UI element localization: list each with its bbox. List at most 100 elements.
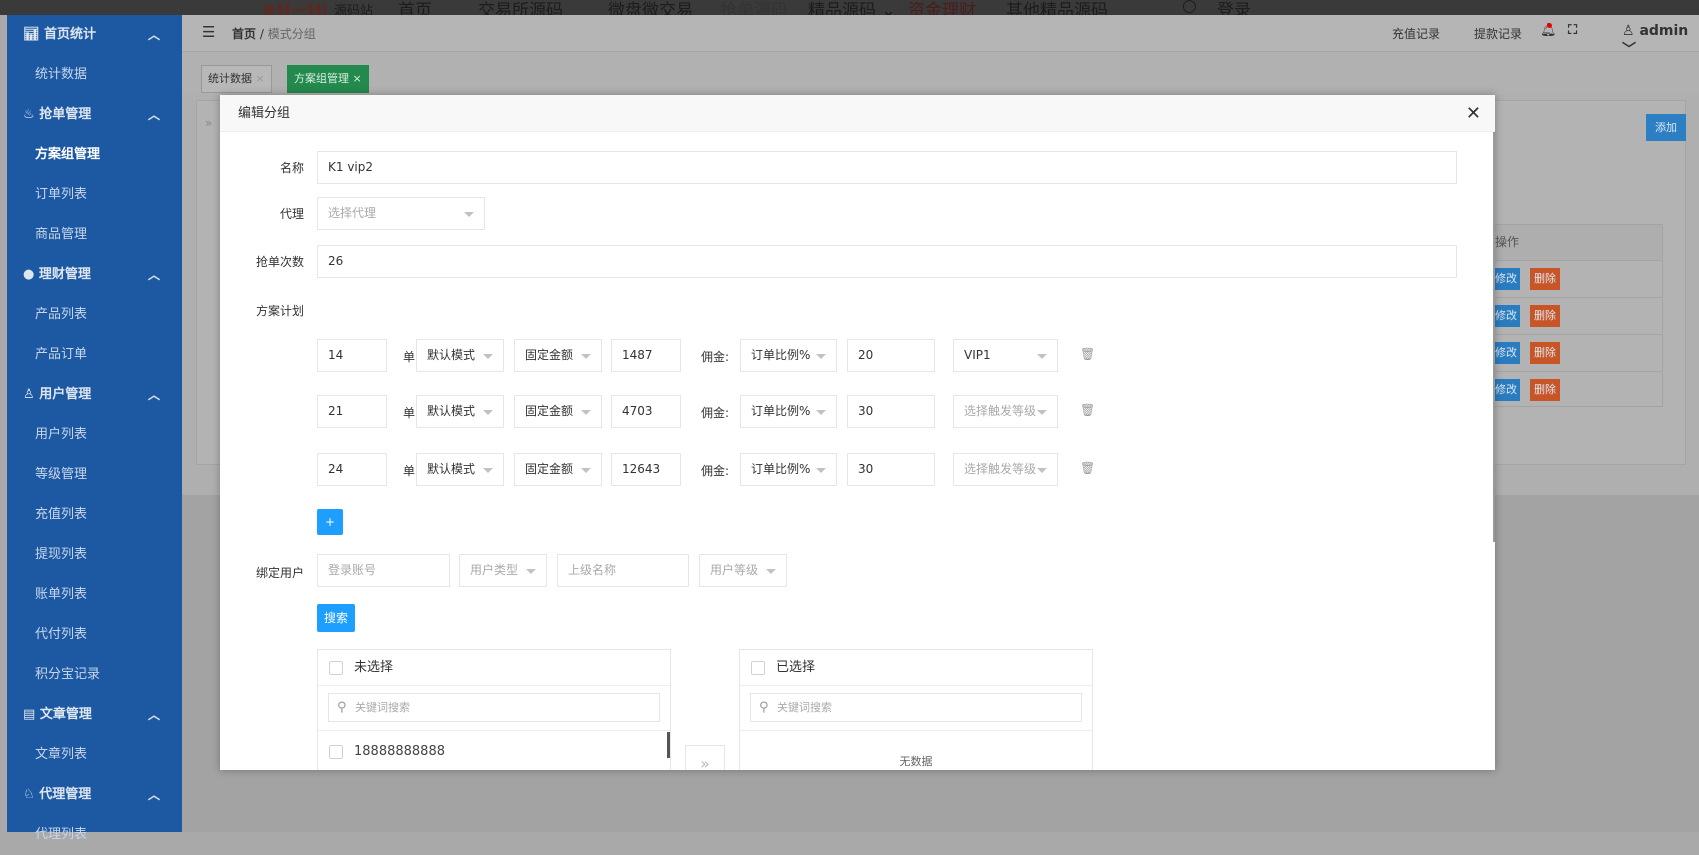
sidebar-item[interactable]: 产品订单 [35, 347, 88, 362]
delete-button[interactable]: 删除 [1530, 342, 1560, 364]
site-nav-item[interactable]: 微盘微交易 [608, 1, 693, 15]
tab-stats[interactable]: 统计数据 × [201, 65, 272, 93]
sidebar-item[interactable]: 产品列表 [35, 307, 88, 322]
trash-icon[interactable]: 🗑︎ [1080, 347, 1096, 361]
sidebar-item[interactable]: 订单列表 [35, 187, 88, 202]
transfer-move-button[interactable]: » [685, 745, 725, 770]
grab-count-input[interactable]: 26 [317, 245, 1457, 278]
withdraw-records-link[interactable]: 提款记录 [1474, 27, 1523, 41]
site-nav-item[interactable]: 交易所源码 [478, 1, 563, 15]
right-panel-title: 已选择 [776, 660, 816, 675]
tab-plan-group[interactable]: 方案组管理 × [287, 65, 369, 93]
amount-type-select[interactable]: 固定金额 [514, 453, 602, 486]
site-nav-item[interactable]: 首页 [398, 1, 432, 15]
left-keyword-search[interactable]: ⚲ 关键词搜索 [328, 693, 660, 722]
breadcrumb-home[interactable]: 首页 [232, 27, 257, 41]
sidebar-item[interactable]: 代付列表 [35, 627, 88, 642]
sidebar-item[interactable]: 文章列表 [35, 747, 88, 762]
trash-icon[interactable]: 🗑︎ [1080, 461, 1096, 475]
sidebar-item[interactable]: 充值列表 [35, 507, 88, 522]
search-icon[interactable]: ○ [1182, 0, 1197, 15]
sidebar-item[interactable]: 商品管理 [35, 227, 88, 242]
mode-select[interactable]: 默认模式 [416, 339, 504, 372]
amount-input[interactable]: 4703 [611, 395, 681, 428]
user-level-select[interactable]: 用户等级 [699, 554, 787, 587]
tab-bar: 统计数据 × 方案组管理 × [182, 52, 1699, 95]
fullscreen-icon[interactable]: ⛶ [1568, 23, 1578, 38]
commission-type-select[interactable]: 订单比例% [740, 339, 837, 372]
sidebar-item[interactable]: 方案组管理 [35, 147, 101, 162]
sidebar-item[interactable]: 等级管理 [35, 467, 88, 482]
right-keyword-search[interactable]: ⚲ 关键词搜索 [750, 693, 1082, 722]
site-login-link[interactable]: 登录 [1217, 1, 1251, 15]
commission-type-select[interactable]: 订单比例% [740, 395, 837, 428]
sidebar-group[interactable]: ♨ 抢单管理 ︿ [7, 95, 182, 135]
trigger-level-select[interactable]: 选择触发等级 [953, 395, 1058, 428]
sidebar-group[interactable]: ♘ 代理管理 ︿ [7, 775, 182, 815]
list-scrollbar[interactable] [667, 732, 670, 758]
add-button[interactable]: 添加 [1646, 114, 1686, 141]
modal-scrollbar[interactable] [1493, 132, 1495, 542]
sidebar-item[interactable]: 用户列表 [35, 427, 88, 442]
order-count-input[interactable]: 14 [317, 339, 387, 372]
amount-input[interactable]: 12643 [611, 453, 681, 486]
search-button[interactable]: 搜索 [317, 604, 355, 632]
site-nav-item[interactable]: 抢单源码 [720, 1, 788, 15]
site-nav-item[interactable]: 资金理财 [908, 1, 976, 15]
amount-type-select[interactable]: 固定金额 [514, 395, 602, 428]
close-icon[interactable]: ✕ [1465, 103, 1481, 124]
sidebar-group[interactable]: 📊︎ 首页统计 ︿ [7, 15, 182, 55]
edit-button[interactable]: 修改 [1492, 342, 1520, 364]
amount-input[interactable]: 1487 [611, 339, 681, 372]
sidebar-group[interactable]: ♙ 用户管理 ︿ [7, 375, 182, 415]
sidebar-item[interactable]: 提现列表 [35, 547, 88, 562]
sidebar-group[interactable]: ● 理财管理 ︿ [7, 255, 182, 295]
expand-icon[interactable]: » [205, 116, 213, 130]
sidebar-item[interactable]: 积分宝记录 [35, 667, 101, 682]
bell-icon[interactable]: 🔔︎ [1540, 23, 1557, 38]
edit-button[interactable]: 修改 [1492, 305, 1520, 327]
breadcrumb-current: 模式分组 [267, 27, 316, 41]
order-count-input[interactable]: 21 [317, 395, 387, 428]
site-nav-item[interactable]: 其他精品源码 [1006, 1, 1108, 15]
edit-group-modal: 编辑分组 ✕ 名称 K1 vip2 代理 选择代理 抢单次数 26 方案计划 14… [220, 95, 1495, 770]
commission-input[interactable]: 20 [847, 339, 935, 372]
menu-toggle-icon[interactable]: ☰ [202, 23, 216, 41]
select-all-checkbox[interactable] [329, 661, 343, 675]
site-logo-sub: 源码站 [334, 4, 374, 15]
list-item[interactable]: 18888888888 [318, 734, 445, 770]
delete-button[interactable]: 删除 [1530, 379, 1560, 401]
add-plan-button[interactable]: + [317, 509, 343, 535]
name-input[interactable]: K1 vip2 [317, 151, 1457, 184]
edit-button[interactable]: 修改 [1492, 268, 1520, 290]
trigger-level-select[interactable]: 选择触发等级 [953, 453, 1058, 486]
trigger-level-select[interactable]: VIP1 [953, 339, 1058, 372]
mode-select[interactable]: 默认模式 [416, 395, 504, 428]
recharge-records-link[interactable]: 充值记录 [1392, 27, 1441, 41]
commission-input[interactable]: 30 [847, 453, 935, 486]
data-table: 操作 修改 删除 修改 删除 修改 删除 修改 删除 [1467, 224, 1663, 407]
agent-select[interactable]: 选择代理 [317, 197, 485, 230]
site-nav-item[interactable]: 精品源码 ⌄ [808, 1, 896, 15]
sidebar-item[interactable]: 账单列表 [35, 587, 88, 602]
order-count-input[interactable]: 24 [317, 453, 387, 486]
delete-button[interactable]: 删除 [1530, 305, 1560, 327]
user-type-select[interactable]: 用户类型 [459, 554, 547, 587]
item-checkbox[interactable] [329, 745, 343, 759]
account-filter-input[interactable]: 登录账号 [317, 554, 450, 587]
amount-type-select[interactable]: 固定金额 [514, 339, 602, 372]
edit-button[interactable]: 修改 [1492, 379, 1520, 401]
close-icon[interactable]: × [352, 72, 362, 85]
parent-name-input[interactable]: 上级名称 [557, 554, 689, 587]
sidebar-item[interactable]: 代理列表 [35, 827, 88, 842]
breadcrumb: 首页 / 模式分组 [232, 25, 316, 42]
select-all-checkbox[interactable] [751, 661, 765, 675]
commission-type-select[interactable]: 订单比例% [740, 453, 837, 486]
trash-icon[interactable]: 🗑︎ [1080, 403, 1096, 417]
sidebar-item[interactable]: 统计数据 [35, 67, 88, 82]
sidebar-group[interactable]: ▤ 文章管理 ︿ [7, 695, 182, 735]
mode-select[interactable]: 默认模式 [416, 453, 504, 486]
delete-button[interactable]: 删除 [1530, 268, 1560, 290]
commission-input[interactable]: 30 [847, 395, 935, 428]
close-icon[interactable]: × [255, 72, 265, 85]
